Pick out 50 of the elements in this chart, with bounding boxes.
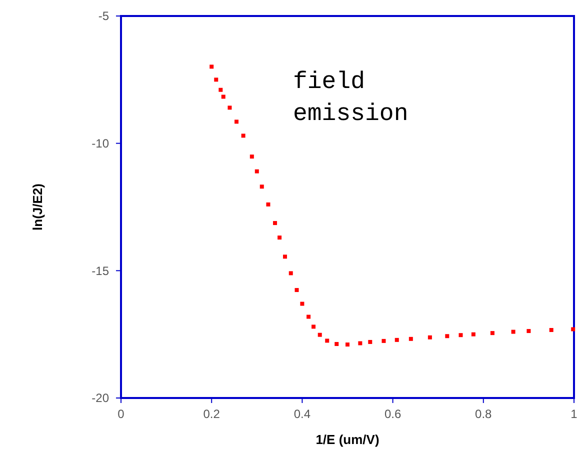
x-tick-label: 0.6 [384, 407, 402, 421]
y-tick-label: -10 [92, 136, 110, 151]
point [288, 271, 293, 276]
y-axis-title: ln(J/E2) [30, 184, 45, 230]
point [325, 338, 330, 343]
point [408, 336, 413, 341]
point [368, 340, 372, 344]
point [458, 333, 463, 338]
point [445, 334, 450, 338]
point [282, 254, 287, 259]
point [214, 78, 218, 82]
point [549, 328, 554, 332]
annotation: field emission [293, 69, 408, 128]
point [428, 335, 432, 340]
y-tick-label: -15 [92, 264, 110, 278]
point [260, 184, 264, 189]
x-axis-title: 1/E (um/V) [316, 432, 380, 447]
point [254, 169, 259, 174]
point [312, 324, 316, 329]
point [221, 94, 226, 99]
point [306, 314, 311, 319]
point [334, 342, 339, 346]
point [526, 329, 531, 334]
point [294, 288, 299, 292]
point [471, 332, 476, 336]
point [571, 327, 576, 332]
point [490, 331, 494, 336]
point [278, 236, 282, 240]
point [250, 154, 254, 159]
point [266, 202, 270, 206]
point [228, 106, 232, 110]
point [346, 342, 350, 347]
x-tick-label: 0.4 [294, 407, 311, 421]
point [210, 64, 214, 69]
y-tick-label: -20 [92, 391, 110, 406]
y-tick-label: -5 [98, 9, 110, 24]
point [241, 134, 246, 138]
point [273, 221, 278, 226]
point [511, 330, 516, 334]
point [300, 302, 304, 306]
point [394, 338, 399, 342]
point [218, 88, 223, 92]
x-tick-label: 0.2 [203, 407, 220, 421]
x-tick-label: 1 [570, 407, 578, 421]
point [234, 120, 239, 124]
x-tick-label: 0.8 [475, 407, 492, 421]
point [382, 338, 386, 343]
point [318, 332, 322, 337]
point [358, 341, 362, 346]
x-tick-label: 0 [118, 407, 125, 421]
